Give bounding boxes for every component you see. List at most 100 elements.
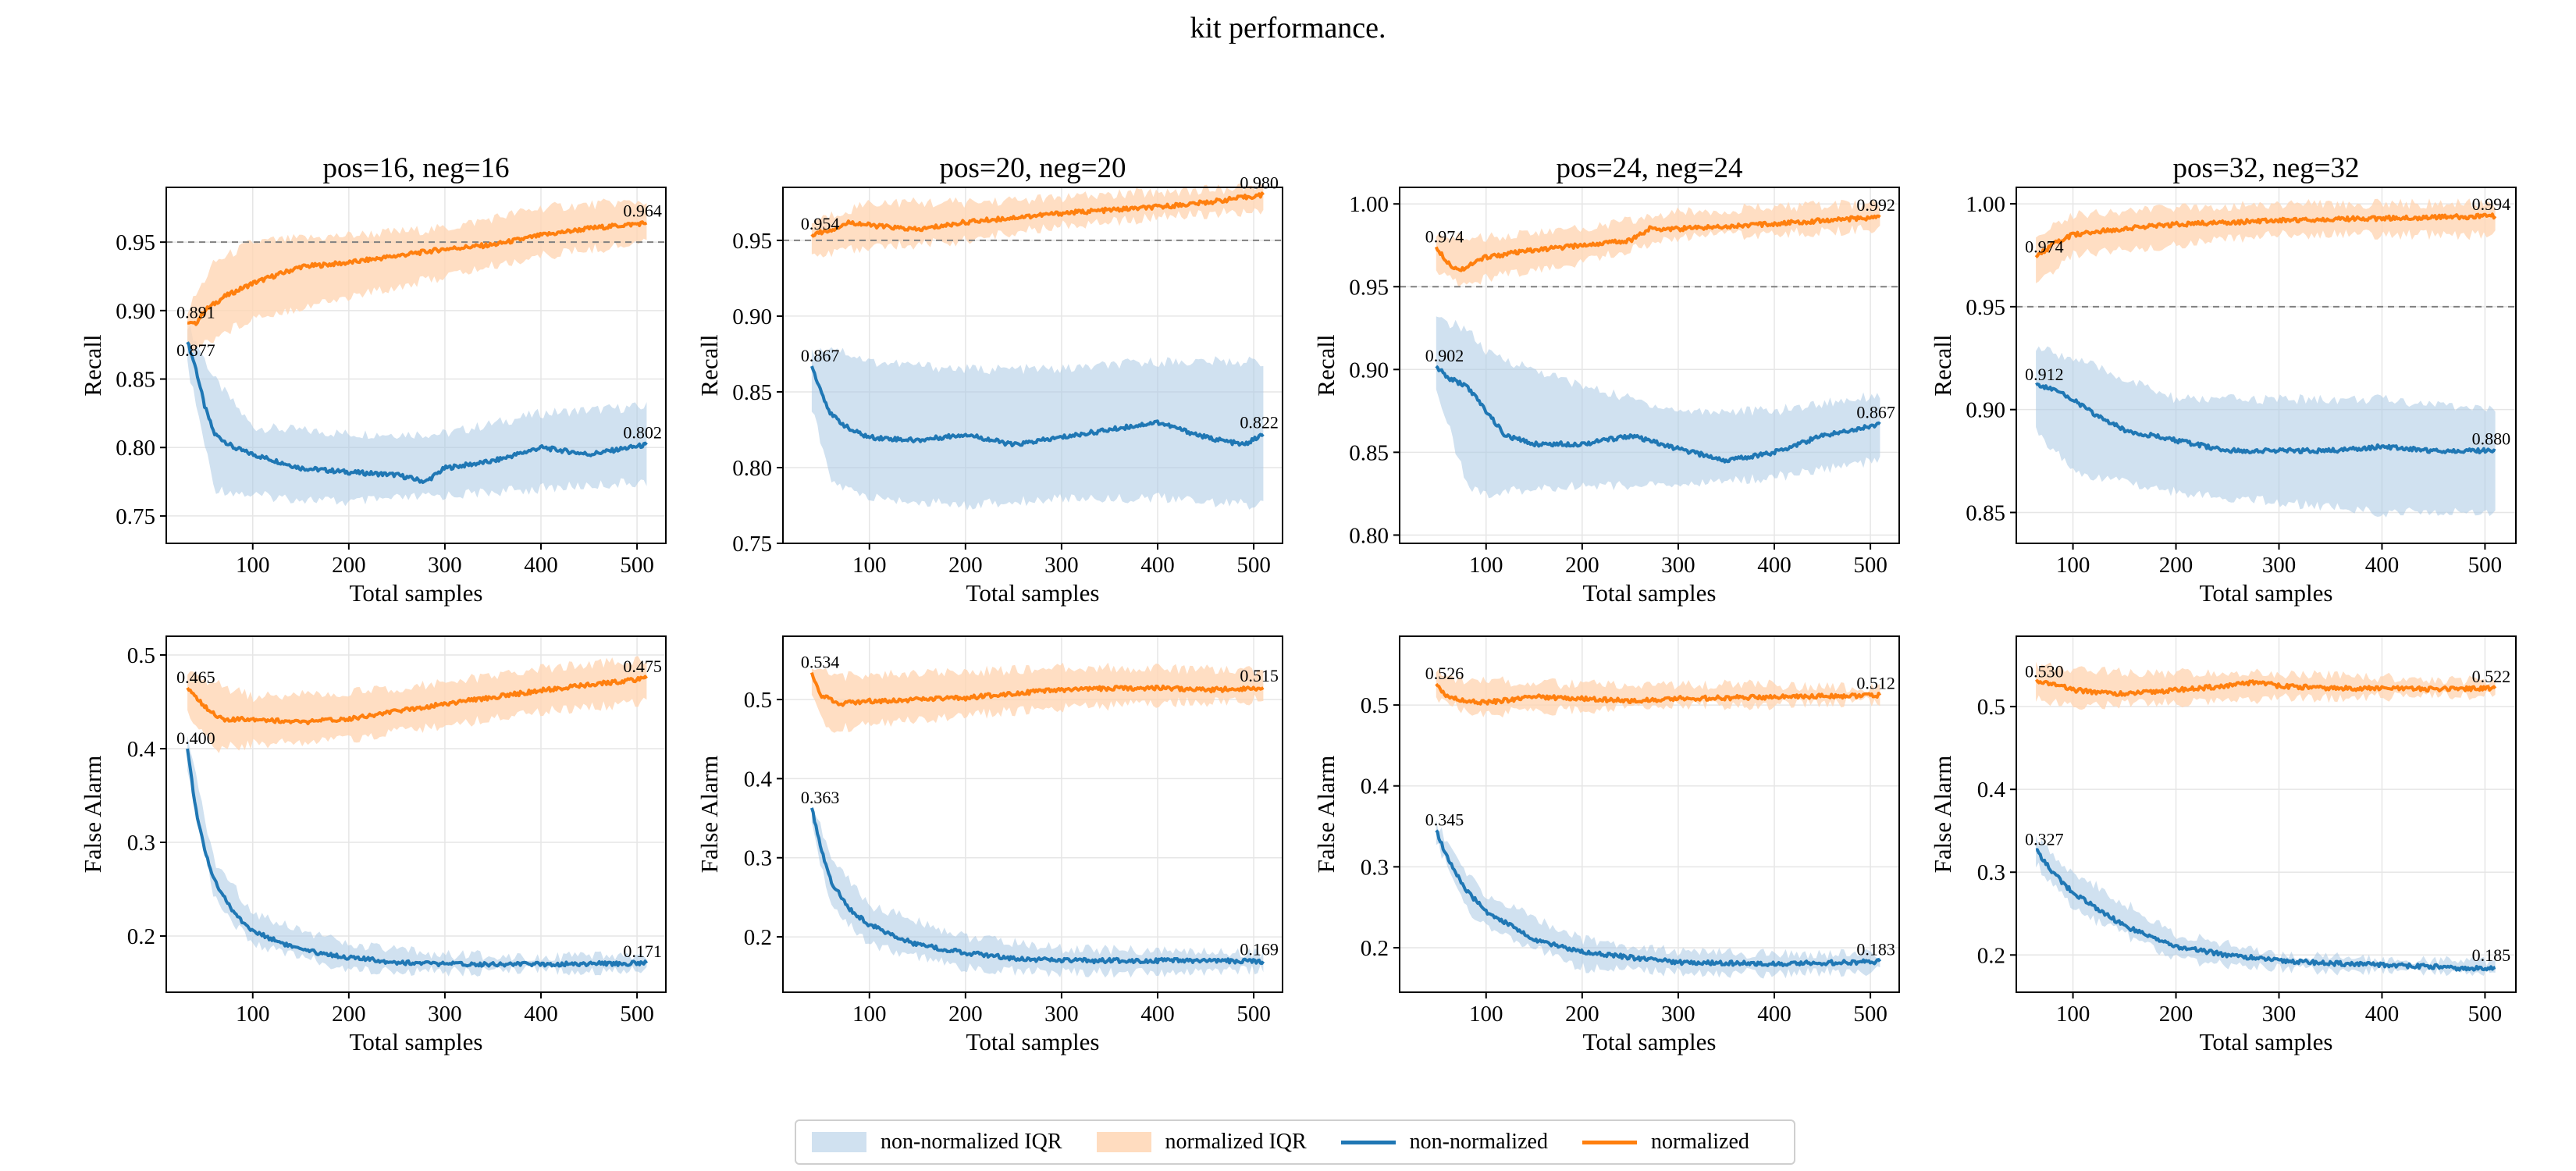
x-axis-label: Total samples: [350, 1028, 483, 1055]
non-normalized-iqr-band: [1436, 316, 1880, 499]
non-normalized-line: [809, 807, 1265, 966]
x-tick-label: 500: [1853, 1002, 1888, 1027]
subplot-8: 0.327 0.185 0.530 0.522 100 200 300 400 500 0.2 0.…: [1929, 635, 2517, 1055]
x-tick-label: 400: [1140, 1002, 1175, 1027]
subplot-title: pos=20, neg=20: [939, 152, 1126, 184]
x-tick-label: 100: [236, 1002, 270, 1027]
subplot-title: pos=16, neg=16: [322, 152, 509, 184]
x-tick-label: 100: [852, 1002, 887, 1027]
y-axis-label: False Alarm: [1312, 756, 1340, 874]
start-value-label: 0.400: [176, 728, 215, 748]
x-tick-label: 200: [948, 1002, 983, 1027]
non-normalized-iqr-band: [1436, 820, 1880, 979]
end-value-label: 0.822: [1240, 412, 1279, 432]
axes-frame: [2016, 635, 2517, 993]
subplot-1: 0.877 0.802 0.891 0.964 100 200 300 400 500 0.75 0…: [79, 152, 667, 607]
start-value-label: 0.954: [801, 214, 840, 233]
x-tick-label: 500: [1236, 1002, 1271, 1027]
start-value-label: 0.902: [1425, 346, 1464, 365]
subplot-6: 0.363 0.169 0.534 0.515 100 200 300 400 500 0.2 0.…: [696, 635, 1283, 1055]
figure-title: kit performance.: [1190, 12, 1386, 44]
end-value-label: 0.980: [1240, 173, 1279, 193]
end-value-label: 0.867: [1856, 402, 1895, 422]
y-tick-label: 1.00: [1966, 192, 2005, 217]
end-value-label: 0.515: [1240, 666, 1279, 685]
y-tick-label: 0.3: [744, 846, 772, 871]
end-value-label: 0.802: [623, 423, 662, 443]
end-value-label: 0.522: [2472, 667, 2511, 686]
start-value-label: 0.534: [801, 653, 840, 672]
start-value-label: 0.891: [176, 303, 215, 322]
y-tick-label: 0.75: [116, 504, 155, 529]
y-tick-label: 0.3: [1361, 855, 1389, 880]
x-tick-label: 300: [1044, 1002, 1079, 1027]
subplot-2: 0.867 0.822 0.954 0.980 100 200 300 400 500 0.75 0…: [696, 152, 1283, 607]
x-tick-label: 400: [524, 1002, 558, 1027]
end-value-label: 0.964: [623, 201, 662, 221]
normalized-line: [186, 674, 648, 725]
x-tick-label: 200: [948, 553, 983, 578]
y-tick-label: 0.5: [127, 643, 155, 668]
subplot-3: 0.902 0.867 0.974 0.992 100 200 300 400 500 0.80 0…: [1312, 152, 1900, 607]
legend-item-non-normalized: non-normalized: [1340, 1130, 1548, 1155]
non-normalized-line: [2035, 382, 2496, 454]
y-tick-label: 0.5: [744, 688, 772, 713]
non-normalized-iqr-band: [811, 347, 1264, 511]
y-axis-label: False Alarm: [1929, 756, 1956, 874]
x-tick-label: 400: [1757, 553, 1791, 578]
x-tick-label: 300: [428, 1002, 462, 1027]
legend-item-normalized-iqr: normalized IQR: [1096, 1130, 1307, 1155]
x-tick-label: 400: [1757, 1002, 1791, 1027]
start-value-label: 0.345: [1425, 810, 1464, 830]
x-axis-label: Total samples: [2200, 579, 2333, 607]
axes-frame: [782, 187, 1283, 544]
x-tick-label: 200: [332, 1002, 366, 1027]
end-value-label: 0.169: [1240, 939, 1279, 959]
x-tick-label: 100: [236, 553, 270, 578]
y-tick-label: 0.80: [732, 456, 772, 481]
x-tick-label: 500: [1236, 553, 1271, 578]
axes-frame: [1399, 635, 1900, 993]
y-axis-label: Recall: [696, 334, 723, 396]
non-normalized-iqr-band: [2036, 346, 2496, 518]
x-tick-label: 100: [2056, 553, 2090, 578]
y-tick-label: 0.75: [732, 532, 772, 557]
non-normalized-iqr-band: [811, 806, 1264, 978]
x-tick-label: 100: [1469, 553, 1503, 578]
start-value-label: 0.327: [2025, 830, 2064, 849]
subplot-4: 0.912 0.880 0.974 0.994 100 200 300 400 500 0.85 0…: [1929, 152, 2517, 607]
end-value-label: 0.880: [2472, 429, 2511, 448]
subplot-title: pos=32, neg=32: [2172, 152, 2359, 184]
y-tick-label: 0.85: [732, 380, 772, 405]
y-tick-label: 0.85: [1349, 440, 1389, 465]
y-tick-label: 1.00: [1349, 192, 1389, 217]
y-tick-label: 0.95: [1349, 275, 1389, 300]
normalized-iqr-band: [811, 183, 1264, 258]
y-tick-label: 0.5: [1977, 695, 2005, 720]
start-value-label: 0.530: [2025, 661, 2064, 681]
y-tick-label: 0.80: [1349, 523, 1389, 548]
end-value-label: 0.171: [623, 941, 662, 961]
x-tick-label: 300: [1661, 553, 1695, 578]
subplot-title: pos=24, neg=24: [1556, 152, 1742, 184]
x-tick-label: 200: [1565, 1002, 1599, 1027]
legend-swatch: [1340, 1140, 1396, 1144]
legend-label: normalized IQR: [1165, 1130, 1307, 1154]
y-tick-label: 0.85: [116, 368, 155, 393]
end-value-label: 0.994: [2472, 194, 2511, 214]
non-normalized-iqr-band: [187, 326, 647, 507]
x-tick-label: 200: [332, 553, 366, 578]
x-axis-label: Total samples: [1583, 579, 1717, 607]
start-value-label: 0.526: [1425, 664, 1464, 683]
x-axis-label: Total samples: [966, 579, 1100, 607]
x-tick-label: 200: [2159, 553, 2194, 578]
y-tick-label: 0.4: [1977, 778, 2006, 803]
y-tick-label: 0.95: [116, 230, 155, 255]
y-tick-label: 0.2: [127, 924, 155, 949]
normalized-iqr-band: [187, 198, 647, 354]
normalized-iqr-band: [2036, 198, 2496, 283]
x-tick-label: 100: [1469, 1002, 1503, 1027]
y-tick-label: 0.95: [732, 229, 772, 254]
normalized-iqr-band: [187, 656, 647, 753]
